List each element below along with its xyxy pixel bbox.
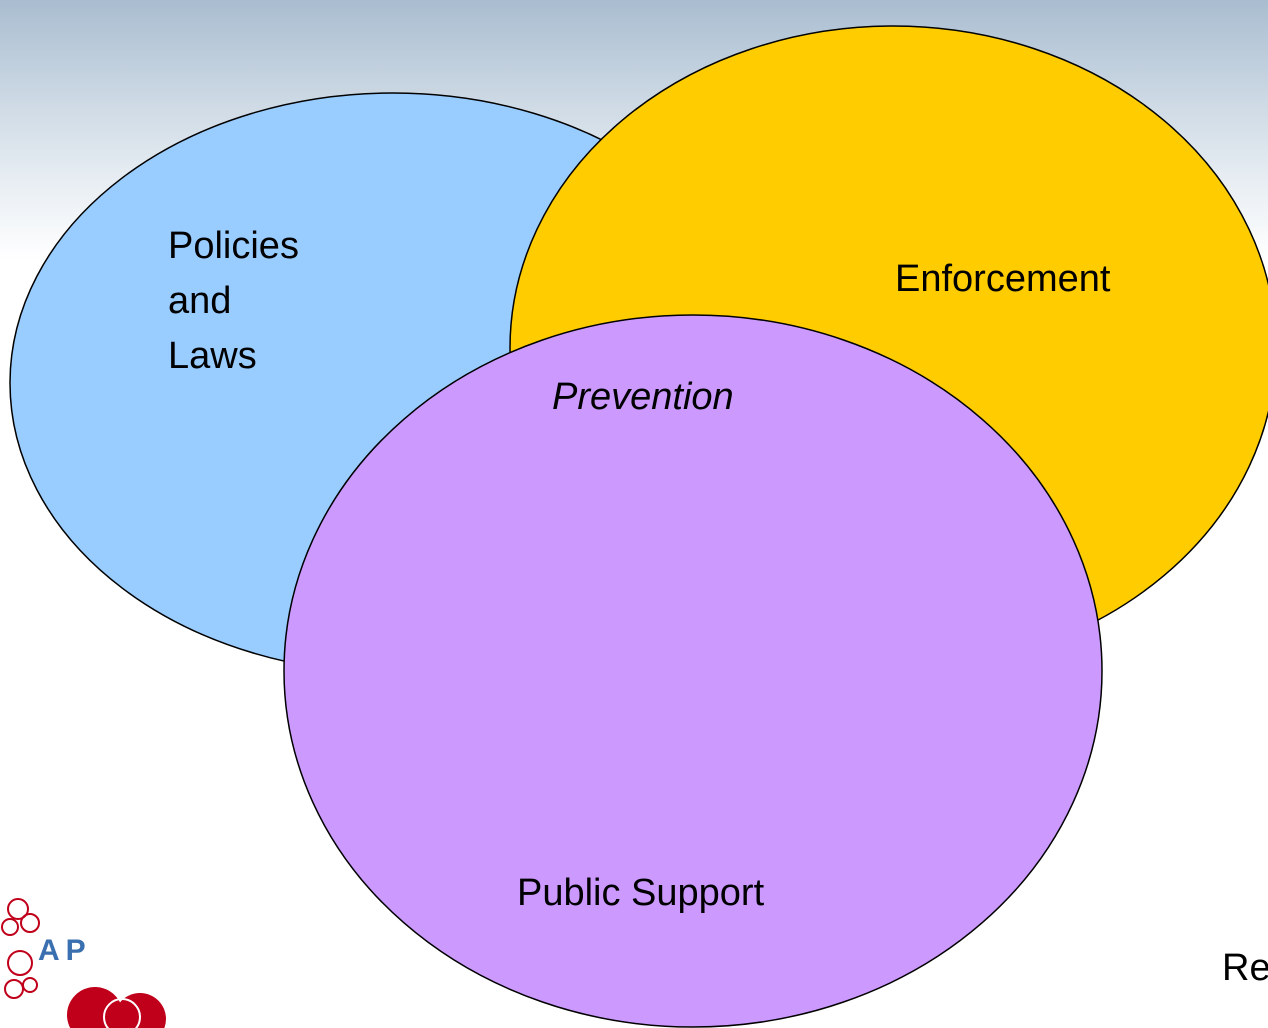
organization-logo-icon — [1, 898, 166, 1028]
policies-label-line-3: Laws — [168, 335, 257, 378]
enforcement-label: Enforcement — [895, 258, 1111, 300]
logo-red-circle-2 — [114, 993, 166, 1028]
public-support-circle — [283, 314, 1103, 1028]
public-support-label: Public Support — [517, 872, 765, 914]
prevention-label: Prevention — [552, 376, 734, 418]
policies-label: Policies and Laws — [168, 219, 299, 384]
logo-letters: AP — [38, 934, 92, 967]
policies-label-line-2: and — [168, 280, 232, 323]
footer-text: Re — [1222, 947, 1268, 989]
logo-red-circle-1 — [67, 987, 123, 1028]
policies-label-line-1: Policies — [168, 225, 299, 267]
